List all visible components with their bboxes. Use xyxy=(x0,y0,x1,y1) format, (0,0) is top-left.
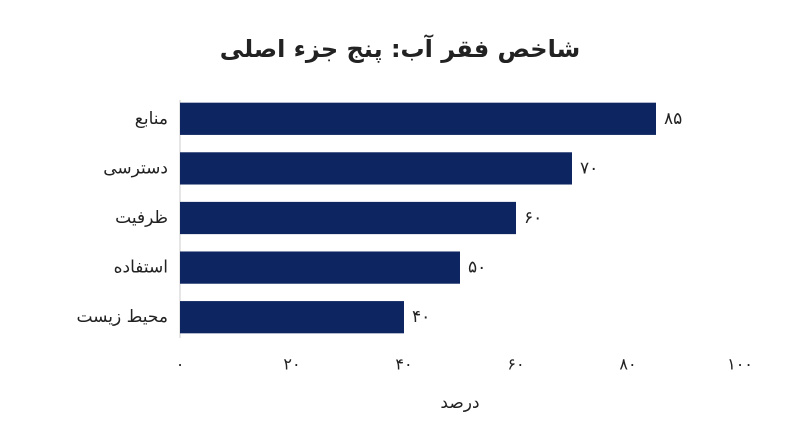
value-label: ۷۰ xyxy=(580,158,598,178)
value-label: ۴۰ xyxy=(412,307,430,327)
value-label: ۶۰ xyxy=(524,208,542,228)
y-tick-label: محیط زیست xyxy=(76,307,168,327)
chart-title: شاخص فقر آب: پنج جزء اصلی xyxy=(220,34,580,63)
y-tick-label: استفاده xyxy=(114,258,168,278)
y-tick-label: ظرفیت xyxy=(115,208,168,228)
value-label: ۸۵ xyxy=(664,109,682,129)
bar xyxy=(180,201,516,235)
x-tick-label: ۶۰ xyxy=(507,355,524,374)
y-tick-label: منابع xyxy=(135,109,168,129)
x-tick-label: ۱۰۰ xyxy=(727,355,753,374)
value-label: ۵۰ xyxy=(468,258,486,278)
y-tick-label: دسترسی xyxy=(103,158,168,178)
x-axis-label: درصد xyxy=(440,393,479,413)
x-tick-label: ۲۰ xyxy=(283,355,300,374)
bar xyxy=(180,251,460,284)
bar xyxy=(180,152,572,185)
x-tick-label: ۴۰ xyxy=(395,355,412,374)
x-tick-label: ۸۰ xyxy=(619,355,636,374)
bar xyxy=(180,102,656,135)
bar xyxy=(180,301,404,334)
x-tick-label: ۰ xyxy=(176,355,185,374)
